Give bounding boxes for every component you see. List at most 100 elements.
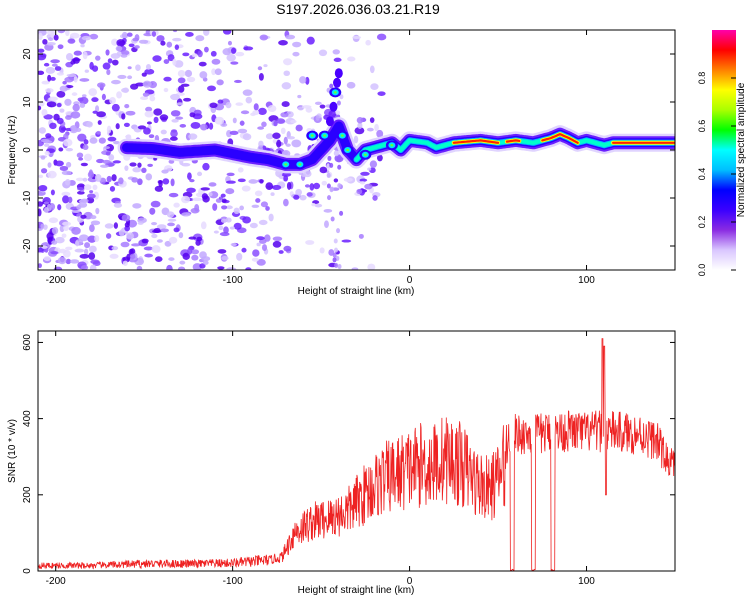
heatmap-speckle [138, 39, 149, 44]
heatmap-speckle [241, 185, 251, 192]
heatmap-speckle [367, 263, 376, 270]
heatmap-speckle [143, 127, 151, 135]
heatmap-speckle [124, 104, 130, 109]
heatmap-speckle [275, 118, 286, 124]
heatmap-speckle [333, 150, 340, 157]
heatmap-speckle [87, 171, 95, 179]
heatmap-speckle [113, 140, 121, 145]
heatmap-speckle [327, 155, 332, 161]
heatmap-speckle [226, 172, 235, 177]
heatmap-speckle [127, 66, 132, 70]
heatmap-speckle [79, 78, 90, 82]
heatmap-speckle [326, 163, 331, 171]
heatmap-speckle [171, 129, 177, 133]
heatmap-speckle [337, 164, 342, 170]
heatmap-speckle [263, 64, 268, 68]
heatmap-speckle [217, 99, 224, 104]
heatmap-speckle [291, 139, 302, 148]
heatmap-speckle [88, 252, 96, 260]
heatmap-speckle [92, 110, 98, 114]
heatmap-speckle [208, 182, 217, 187]
heatmap-speckle [40, 223, 45, 229]
heatmap-speckle [62, 221, 72, 226]
heatmap-speckle [156, 224, 167, 230]
heatmap-speckle [172, 58, 177, 66]
heatmap-speckle [145, 30, 151, 35]
heatmap-speckle [147, 163, 153, 167]
heatmap-speckle [360, 171, 370, 176]
heatmap-speckle [282, 150, 288, 156]
heatmap-speckle [177, 266, 186, 270]
heatmap-speckle [359, 178, 368, 182]
heatmap-speckle [200, 123, 208, 131]
heatmap-speckle [258, 73, 264, 81]
heatmap-speckle [107, 58, 113, 64]
heatmap-blob [323, 134, 327, 137]
heatmap-speckle [219, 232, 230, 237]
heatmap-speckle [237, 178, 246, 183]
heatmap-speckle [159, 114, 169, 121]
heatmap-speckle [374, 123, 379, 132]
heatmap-speckle [137, 125, 147, 130]
heatmap-speckle [173, 227, 180, 233]
heatmap-speckle [89, 137, 98, 144]
heatmap-speckle [179, 123, 187, 128]
heatmap-speckle [258, 239, 267, 244]
heatmap-speckle [153, 108, 163, 116]
heatmap-speckle [168, 236, 178, 244]
heatmap-ridge-layer [117, 68, 675, 174]
colorbar-label: Normalized spectral amplitude [736, 82, 747, 217]
heatmap-speckle [370, 83, 379, 90]
heatmap-speckle [194, 203, 200, 212]
heatmap-speckle [50, 251, 59, 255]
heatmap-speckle [56, 72, 65, 76]
heatmap-speckle [47, 162, 52, 168]
heatmap-speckle [225, 205, 233, 210]
heatmap-speckle [319, 166, 328, 174]
heatmap-speckle [372, 195, 378, 201]
heatmap-speckle [69, 32, 80, 39]
heatmap-speckle [44, 150, 50, 156]
heatmap-speckle [301, 105, 312, 109]
heatmap-speckle [170, 93, 180, 101]
heatmap-speckle [321, 180, 328, 186]
heatmap-speckle [163, 59, 170, 64]
heatmap-speckle [126, 32, 133, 37]
heatmap-speckle [38, 127, 46, 134]
heatmap-speckle [280, 112, 289, 118]
heatmap-speckle [305, 240, 315, 245]
heatmap-speckle [376, 33, 387, 41]
heatmap-speckle [365, 39, 371, 46]
heatmap-speckle [283, 58, 293, 66]
heatmap-speckle [252, 249, 260, 257]
heatmap-speckle [141, 72, 147, 77]
heatmap-y-tick-label: 10 [22, 96, 33, 108]
heatmap-speckle [283, 198, 289, 207]
heatmap-speckle [38, 70, 45, 75]
heatmap-speckle [351, 267, 359, 270]
heatmap-speckle [43, 201, 50, 205]
heatmap-speckle [255, 198, 261, 203]
heatmap-speckle [276, 139, 282, 148]
heatmap-speckle [178, 85, 185, 93]
heatmap-speckle [113, 202, 123, 208]
heatmap-speckle [74, 248, 85, 253]
heatmap-speckle [201, 193, 209, 200]
heatmap-speckle [218, 225, 224, 231]
heatmap-speckle [225, 101, 232, 109]
heatmap-speckle [156, 239, 163, 243]
snr-y-tick-label: 400 [22, 410, 33, 427]
heatmap-speckle [186, 187, 196, 193]
heatmap-speckle [305, 107, 313, 113]
heatmap-speckle [268, 213, 274, 222]
heatmap-speckle [241, 247, 247, 253]
heatmap-speckle [89, 190, 94, 194]
heatmap-speckle [76, 204, 82, 210]
heatmap-speckle [283, 70, 290, 77]
heatmap-speckle [79, 102, 86, 108]
heatmap-speckle [253, 103, 259, 111]
heatmap-speckle [38, 174, 44, 179]
heatmap-speckle [278, 40, 288, 46]
heatmap-y-tick-label: 20 [22, 48, 33, 60]
heatmap-speckle [203, 30, 210, 36]
